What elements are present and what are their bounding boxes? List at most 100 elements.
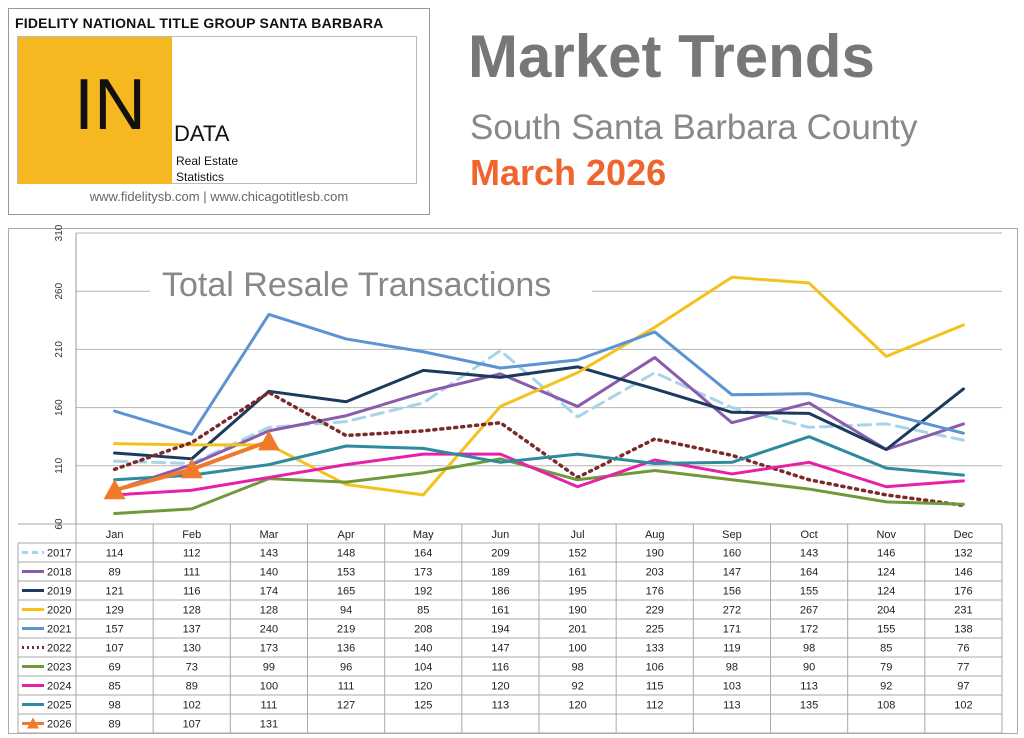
- table-cell: 121: [105, 586, 123, 598]
- table-cell: 148: [337, 548, 355, 560]
- page-title: Market Trends: [468, 23, 875, 90]
- table-cell: 152: [568, 548, 586, 560]
- table-cell: 127: [337, 700, 355, 712]
- x-tick-label: Jul: [571, 529, 585, 541]
- logo-urls: www.fidelitysb.com | www.chicagotitlesb.…: [89, 189, 349, 204]
- table-cell: 102: [954, 700, 972, 712]
- table-cell: 89: [108, 567, 120, 579]
- legend-label: 2023: [47, 662, 71, 674]
- table-cell: 171: [723, 624, 741, 636]
- table-cell: 102: [183, 700, 201, 712]
- table-cell: 132: [954, 548, 972, 560]
- x-tick-label: Oct: [801, 529, 818, 541]
- table-cell: 111: [183, 567, 200, 579]
- table-cell: 153: [337, 567, 355, 579]
- table-cell: 120: [414, 681, 432, 693]
- table-cell: 164: [800, 567, 818, 579]
- table-cell: 160: [723, 548, 741, 560]
- table-cell: 143: [260, 548, 278, 560]
- table-cell: 111: [261, 700, 278, 712]
- table-cell: 201: [568, 624, 586, 636]
- table-cell: 128: [260, 605, 278, 617]
- table-cell: 106: [646, 662, 664, 674]
- series-point: [257, 430, 280, 451]
- series-point: [103, 479, 126, 500]
- logo-mark: IN DATA Real Estate Statistics: [17, 36, 417, 184]
- table-cell: 136: [337, 643, 355, 655]
- table-cell: 195: [568, 586, 586, 598]
- table-cell: 113: [492, 700, 510, 712]
- table-cell: 161: [491, 605, 509, 617]
- table-cell: 120: [568, 700, 586, 712]
- table-cell: 94: [340, 605, 352, 617]
- table-cell: 176: [646, 586, 664, 598]
- table-cell: 192: [414, 586, 432, 598]
- table-cell: 267: [800, 605, 818, 617]
- x-tick-label: Mar: [259, 529, 278, 541]
- x-tick-label: Feb: [182, 529, 201, 541]
- table-cell: 112: [646, 700, 664, 712]
- table-cell: 156: [723, 586, 741, 598]
- table-cell: 115: [646, 681, 664, 693]
- table-cell: 107: [183, 719, 201, 731]
- table-cell: 186: [491, 586, 509, 598]
- legend-label: 2019: [47, 586, 71, 598]
- table-cell: 204: [877, 605, 895, 617]
- table-cell: 129: [105, 605, 123, 617]
- table-cell: 79: [880, 662, 892, 674]
- table-cell: 147: [723, 567, 741, 579]
- table-cell: 98: [803, 643, 815, 655]
- series-line: [113, 435, 965, 482]
- table-cell: 119: [723, 643, 741, 655]
- x-tick-label: Jun: [492, 529, 510, 541]
- series-line: [113, 312, 965, 436]
- legend-label: 2020: [47, 605, 71, 617]
- x-tick-label: Dec: [954, 529, 974, 541]
- table-cell: 120: [491, 681, 509, 693]
- legend-label: 2026: [47, 719, 71, 731]
- table-cell: 190: [646, 548, 664, 560]
- legend-label: 2017: [47, 548, 71, 560]
- logo-data-text: DATA: [174, 121, 230, 146]
- series-line: [113, 349, 965, 465]
- x-tick-label: Apr: [338, 529, 355, 541]
- table-cell: 194: [491, 624, 509, 636]
- y-tick-label: 310: [54, 224, 65, 241]
- x-tick-label: Nov: [876, 529, 896, 541]
- table-cell: 155: [877, 624, 895, 636]
- y-tick-label: 210: [54, 341, 65, 358]
- table-cell: 97: [957, 681, 969, 693]
- table-cell: 100: [568, 643, 586, 655]
- table-cell: 143: [800, 548, 818, 560]
- series-line: [112, 390, 966, 508]
- table-cell: 128: [183, 605, 201, 617]
- series-line: [113, 275, 965, 497]
- table-cell: 157: [105, 624, 123, 636]
- table-cell: 85: [880, 643, 892, 655]
- table-cell: 146: [877, 548, 895, 560]
- table-cell: 140: [260, 567, 278, 579]
- y-tick-label: 110: [54, 457, 65, 473]
- table-cell: 99: [263, 662, 275, 674]
- table-cell: 190: [568, 605, 586, 617]
- table-cell: 90: [803, 662, 815, 674]
- table-cell: 124: [877, 567, 895, 579]
- table-cell: 189: [491, 567, 509, 579]
- table-cell: 98: [726, 662, 738, 674]
- table-cell: 164: [414, 548, 432, 560]
- legend-label: 2024: [47, 681, 71, 693]
- table-cell: 130: [183, 643, 201, 655]
- logo-yellow-block: [18, 37, 172, 184]
- table-cell: 176: [954, 586, 972, 598]
- series-line: [113, 452, 965, 497]
- series-line: [113, 365, 965, 461]
- table-cell: 116: [183, 586, 201, 598]
- table-cell: 100: [260, 681, 278, 693]
- table-cell: 138: [954, 624, 972, 636]
- table-cell: 92: [571, 681, 583, 693]
- table-cell: 85: [108, 681, 120, 693]
- logo-org-name: FIDELITY NATIONAL TITLE GROUP SANTA BARB…: [15, 15, 384, 31]
- table-cell: 89: [186, 681, 198, 693]
- y-tick-label: 160: [54, 399, 65, 416]
